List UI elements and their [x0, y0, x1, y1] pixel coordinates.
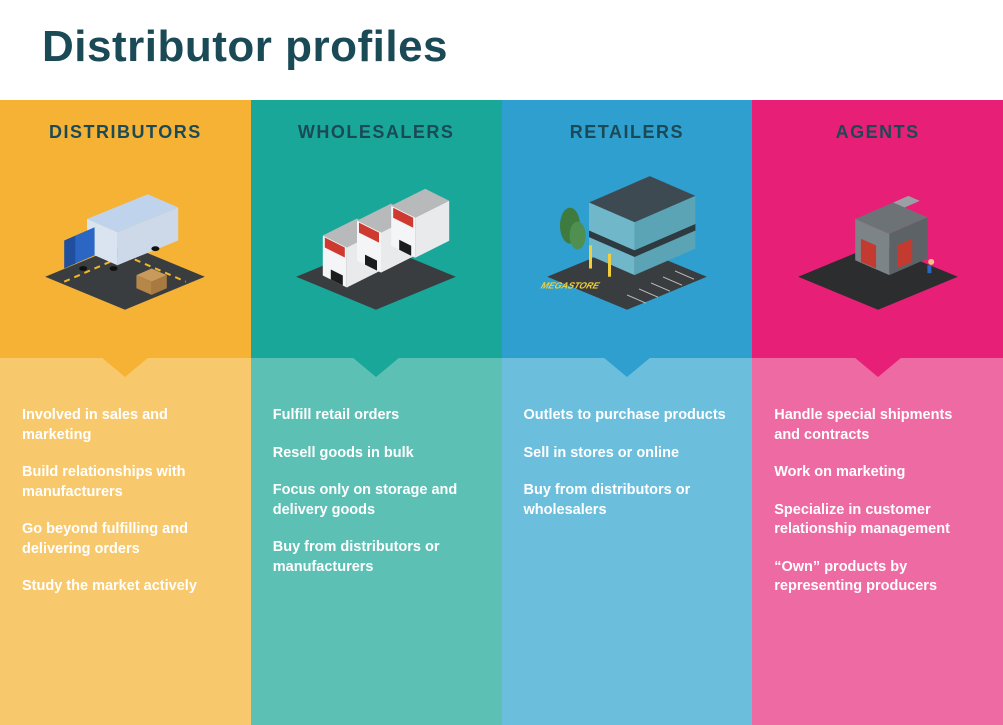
arrow-notch	[352, 357, 400, 377]
column-bottom-wrap: Involved in sales and marketing Build rel…	[0, 358, 251, 725]
spacer	[0, 72, 1003, 100]
column-top: WHOLESALERS	[251, 100, 502, 358]
column-agents: AGENTS Handle special shipments and cont…	[752, 100, 1003, 725]
column-bullets: Outlets to purchase products Sell in stor…	[502, 358, 753, 725]
bullet-item: Work on marketing	[774, 463, 981, 483]
column-top: RETAILERS MEGASTORE	[502, 100, 753, 358]
warehouse-isometric	[281, 153, 471, 318]
truck-isometric	[30, 153, 220, 318]
column-top: DISTRIBUTORS	[0, 100, 251, 358]
column-heading: AGENTS	[836, 122, 920, 143]
bullet-item: Buy from distributors or wholesalers	[524, 481, 731, 520]
arrow-notch	[101, 357, 149, 377]
column-bullets: Handle special shipments and contracts Wo…	[752, 358, 1003, 725]
bullet-item: Fulfill retail orders	[273, 406, 480, 426]
bullet-item: Build relationships with manufacturers	[22, 463, 229, 502]
column-bullets: Involved in sales and marketing Build rel…	[0, 358, 251, 725]
infographic-root: Distributor profiles DISTRIBUTORS Involv…	[0, 0, 1003, 725]
bullet-item: Sell in stores or online	[524, 444, 731, 464]
column-bottom-wrap: Outlets to purchase products Sell in stor…	[502, 358, 753, 725]
bullet-item: Go beyond fulfilling and delivering orde…	[22, 520, 229, 559]
bullet-item: Outlets to purchase products	[524, 406, 731, 426]
column-heading: WHOLESALERS	[298, 122, 455, 143]
bullet-item: Resell goods in bulk	[273, 444, 480, 464]
column-heading: RETAILERS	[570, 122, 684, 143]
column-bullets: Fulfill retail orders Resell goods in bul…	[251, 358, 502, 725]
page-title: Distributor profiles	[0, 0, 1003, 72]
svg-text:MEGASTORE: MEGASTORE	[538, 281, 602, 291]
arrow-notch	[603, 357, 651, 377]
column-top: AGENTS	[752, 100, 1003, 358]
column-wholesalers: WHOLESALERS Fulfill retail orders Resell …	[251, 100, 502, 725]
bullet-item: Focus only on storage and delivery goods	[273, 481, 480, 520]
arrow-notch	[854, 357, 902, 377]
bullet-item: Specialize in customer relationship mana…	[774, 501, 981, 540]
bullet-item: Handle special shipments and contracts	[774, 406, 981, 445]
column-heading: DISTRIBUTORS	[49, 122, 202, 143]
bullet-item: Study the market actively	[22, 577, 229, 597]
column-bottom-wrap: Handle special shipments and contracts Wo…	[752, 358, 1003, 725]
bullet-item: Buy from distributors or manufacturers	[273, 538, 480, 577]
column-distributors: DISTRIBUTORS Involved in sales and marke…	[0, 100, 251, 725]
store-isometric: MEGASTORE	[532, 153, 722, 318]
bullet-item: “Own” products by representing producers	[774, 558, 981, 597]
column-retailers: RETAILERS MEGASTORE Outlets to purchase …	[502, 100, 753, 725]
column-bottom-wrap: Fulfill retail orders Resell goods in bul…	[251, 358, 502, 725]
small-building-isometric	[783, 153, 973, 318]
columns-container: DISTRIBUTORS Involved in sales and marke…	[0, 100, 1003, 725]
bullet-item: Involved in sales and marketing	[22, 406, 229, 445]
